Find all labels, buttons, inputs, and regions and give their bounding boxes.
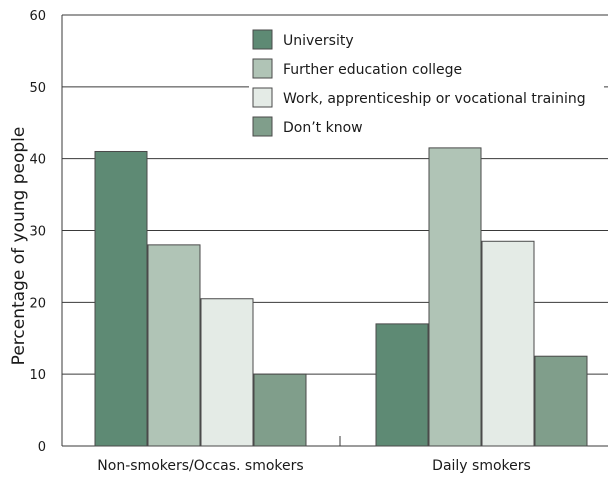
bar [429,148,481,446]
legend-label: Further education college [283,62,462,78]
x-category-labels: Non-smokers/Occas. smokers Daily smokers [97,458,531,474]
y-axis-title: Percentage of young people [9,127,29,366]
x-category-label: Daily smokers [432,458,531,474]
y-tick-label: 50 [29,81,46,96]
bar [95,151,147,446]
bar [535,356,587,446]
y-tick-labels: 0 10 20 30 40 50 60 [29,9,46,455]
x-category-label: Non-smokers/Occas. smokers [97,458,303,474]
legend-label: Don’t know [283,120,363,136]
legend-swatch [253,30,272,49]
bar [482,241,534,446]
bars [95,148,587,446]
legend-swatch [253,59,272,78]
y-tick-label: 10 [29,368,46,383]
bar [148,245,200,446]
legend-label: University [283,33,354,49]
y-tick-label: 20 [29,296,46,311]
legend: University Further education college Work,… [249,26,604,144]
bar [254,374,306,446]
y-tick-label: 40 [29,153,46,168]
legend-swatch [253,117,272,136]
bar [201,299,253,446]
y-tick-label: 30 [29,225,46,240]
legend-label: Work, apprenticeship or vocational train… [283,91,586,107]
y-tick-label: 0 [38,440,46,455]
legend-swatch [253,88,272,107]
y-tick-label: 60 [29,9,46,24]
bar [376,324,428,446]
